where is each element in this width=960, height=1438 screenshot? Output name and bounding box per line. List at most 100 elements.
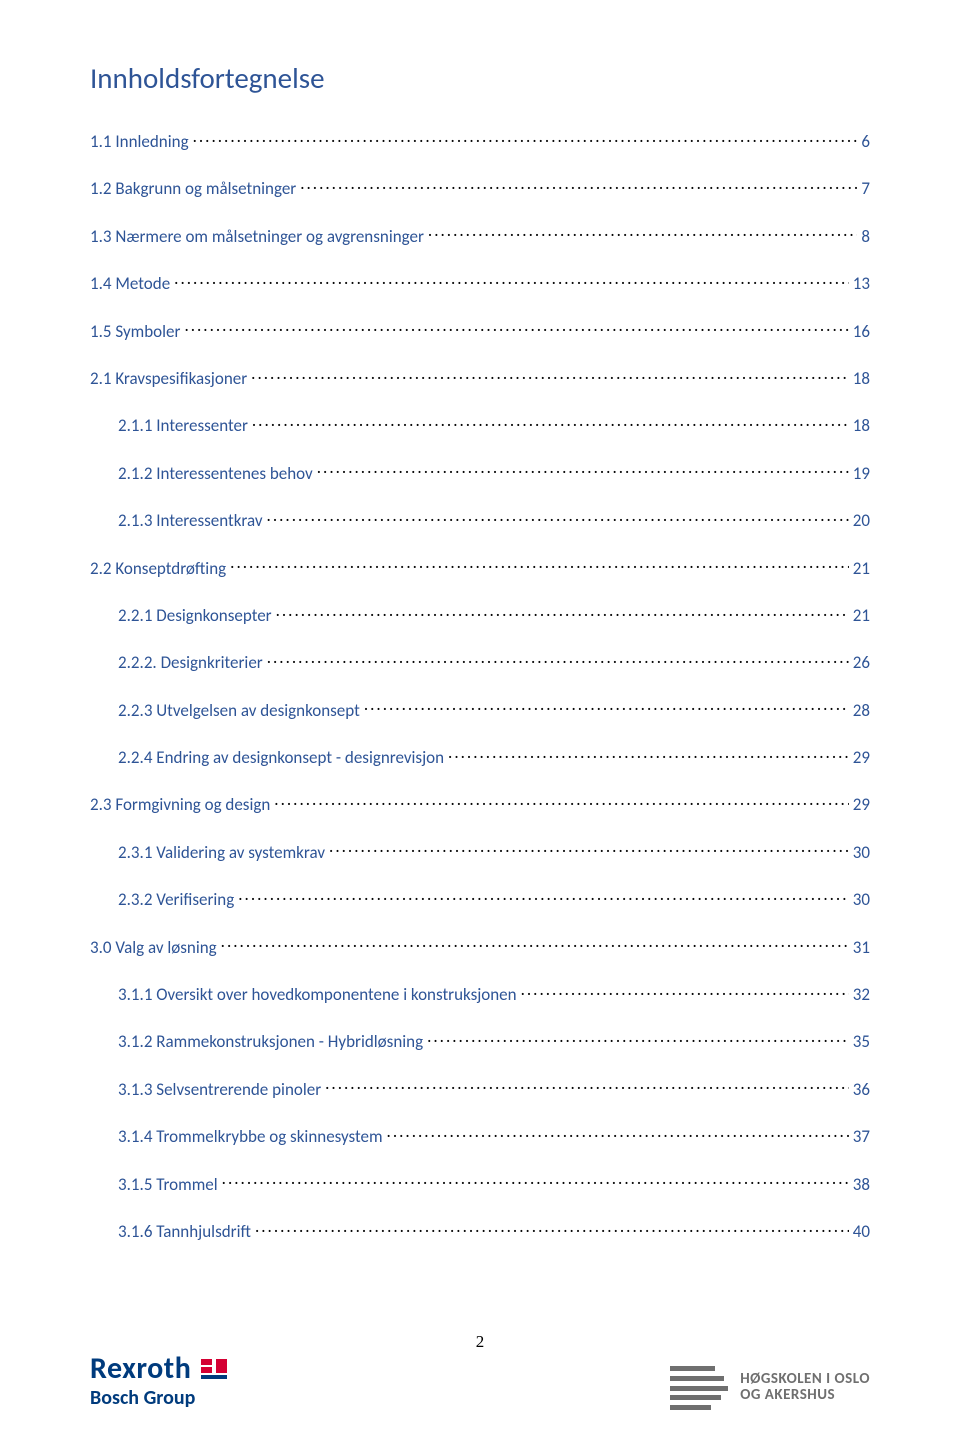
toc-leader	[364, 699, 849, 716]
toc-entry[interactable]: 1.2 Bakgrunn og målsetninger7	[90, 177, 870, 199]
toc-page: 19	[853, 464, 870, 484]
toc-label: 3.1.4 Trommelkrybbe og skinnesystem	[118, 1127, 383, 1147]
toc-leader	[193, 130, 858, 147]
toc-page: 8	[861, 227, 870, 247]
toc-label: 2.2 Konseptdrøfting	[90, 559, 226, 579]
hioa-line2: OG AKERSHUS	[740, 1388, 870, 1404]
toc-label: 2.3.1 Validering av systemkrav	[118, 843, 325, 863]
toc-leader	[448, 746, 849, 763]
toc-leader	[238, 888, 849, 905]
toc-label: 2.2.4 Endring av designkonsept - designr…	[118, 748, 444, 768]
toc-entry[interactable]: 2.3.2 Verifisering 30	[90, 888, 870, 910]
toc-leader	[427, 1030, 849, 1047]
toc-page: 37	[853, 1127, 870, 1147]
toc-page: 40	[853, 1222, 870, 1242]
toc-entry[interactable]: 2.2.3 Utvelgelsen av designkonsept28	[90, 699, 870, 721]
toc-entry[interactable]: 2.2.1 Designkonsepter21	[90, 604, 870, 626]
toc-label: 3.1.6 Tannhjulsdrift	[118, 1222, 251, 1242]
toc-entry[interactable]: 3.1.1 Oversikt over hovedkomponentene i …	[90, 983, 870, 1005]
toc-entry[interactable]: 2.3.1 Validering av systemkrav 30	[90, 841, 870, 863]
toc-leader	[252, 414, 849, 431]
rexroth-logo: Rexroth Bosch Group	[90, 1354, 231, 1410]
toc-label: 2.1.1 Interessenter	[118, 416, 248, 436]
toc-leader	[274, 793, 848, 810]
toc-page: 29	[853, 748, 870, 768]
toc-entry[interactable]: 2.1.1 Interessenter 18	[90, 414, 870, 436]
toc-entry[interactable]: 3.0 Valg av løsning 31	[90, 936, 870, 958]
bosch-group-text: Bosch Group	[90, 1386, 195, 1410]
toc-entry[interactable]: 2.3 Formgivning og design 29	[90, 793, 870, 815]
toc-entry[interactable]: 3.1.2 Rammekonstruksjonen - Hybridløsnin…	[90, 1030, 870, 1052]
toc-label: 2.3 Formgivning og design	[90, 795, 270, 815]
toc-leader	[325, 1078, 849, 1095]
toc-page: 21	[853, 559, 870, 579]
toc-label: 2.2.2. Designkriterier	[118, 653, 263, 673]
toc-entry[interactable]: 2.1 Kravspesifikasjoner18	[90, 367, 870, 389]
toc-page: 35	[853, 1032, 870, 1052]
toc-label: 1.5 Symboler	[90, 322, 180, 342]
toc-label: 2.1.2 Interessentenes behov	[118, 464, 313, 484]
toc-leader	[521, 983, 849, 1000]
table-of-contents: 1.1 Innledning6 1.2 Bakgrunn og målsetnin…	[90, 130, 870, 1242]
toc-entry[interactable]: 2.2 Konseptdrøfting 21	[90, 557, 870, 579]
toc-leader	[276, 604, 849, 621]
page-footer: Rexroth Bosch Group 2 HØGSKOLEN I OSLO O…	[0, 1330, 960, 1410]
toc-page: 18	[853, 416, 870, 436]
toc-leader	[267, 509, 849, 526]
toc-entry[interactable]: 3.1.4 Trommelkrybbe og skinnesystem 37	[90, 1125, 870, 1147]
toc-entry[interactable]: 3.1.5 Trommel 38	[90, 1173, 870, 1195]
toc-page: 36	[853, 1080, 870, 1100]
hioa-text: HØGSKOLEN I OSLO OG AKERSHUS	[740, 1372, 870, 1404]
toc-leader	[174, 272, 849, 289]
toc-page: 29	[853, 795, 870, 815]
toc-label: 3.1.1 Oversikt over hovedkomponentene i …	[118, 985, 517, 1005]
rexroth-wordmark: Rexroth	[90, 1354, 191, 1384]
toc-page: 38	[853, 1175, 870, 1195]
toc-leader	[317, 462, 849, 479]
toc-leader	[184, 320, 848, 337]
toc-leader	[329, 841, 849, 858]
toc-label: 2.3.2 Verifisering	[118, 890, 234, 910]
toc-page: 7	[861, 179, 870, 199]
toc-entry[interactable]: 1.4 Metode13	[90, 272, 870, 294]
toc-label: 3.1.3 Selvsentrerende pinoler	[118, 1080, 321, 1100]
toc-entry[interactable]: 1.5 Symboler 16	[90, 320, 870, 342]
toc-entry[interactable]: 2.2.2. Designkriterier 26	[90, 651, 870, 673]
toc-leader	[222, 1173, 849, 1190]
toc-page: 16	[853, 322, 870, 342]
toc-entry[interactable]: 2.1.2 Interessentenes behov 19	[90, 462, 870, 484]
page-title: Innholdsfortegnelse	[90, 60, 870, 96]
title-text: Innholdsfortegnelse	[90, 60, 325, 96]
toc-label: 2.1 Kravspesifikasjoner	[90, 369, 247, 389]
toc-entry[interactable]: 2.1.3 Interessentkrav20	[90, 509, 870, 531]
toc-leader	[387, 1125, 849, 1142]
toc-page: 20	[853, 511, 870, 531]
toc-page: 13	[853, 274, 870, 294]
toc-entry[interactable]: 1.3 Nærmere om målsetninger og avgrensni…	[90, 225, 870, 247]
toc-page: 31	[853, 938, 870, 958]
toc-leader	[221, 936, 849, 953]
toc-entry[interactable]: 2.2.4 Endring av designkonsept - designr…	[90, 746, 870, 768]
toc-page: 32	[853, 985, 870, 1005]
toc-leader	[251, 367, 849, 384]
toc-page: 21	[853, 606, 870, 626]
rexroth-mark-icon	[197, 1355, 231, 1383]
toc-label: 3.0 Valg av løsning	[90, 938, 217, 958]
toc-page: 30	[853, 843, 870, 863]
page-number: 2	[476, 1332, 485, 1352]
toc-page: 30	[853, 890, 870, 910]
toc-label: 3.1.5 Trommel	[118, 1175, 218, 1195]
toc-label: 1.1 Innledning	[90, 132, 189, 152]
toc-leader	[255, 1220, 849, 1237]
toc-entry[interactable]: 1.1 Innledning6	[90, 130, 870, 152]
hioa-stripes-icon	[670, 1366, 728, 1410]
toc-label: 1.3 Nærmere om målsetninger og avgrensni…	[90, 227, 424, 247]
toc-entry[interactable]: 3.1.3 Selvsentrerende pinoler 36	[90, 1078, 870, 1100]
toc-page: 28	[853, 701, 870, 721]
toc-leader	[267, 651, 849, 668]
toc-label: 3.1.2 Rammekonstruksjonen - Hybridløsnin…	[118, 1032, 423, 1052]
toc-page: 26	[853, 653, 870, 673]
toc-entry[interactable]: 3.1.6 Tannhjulsdrift 40	[90, 1220, 870, 1242]
hioa-logo: HØGSKOLEN I OSLO OG AKERSHUS	[670, 1366, 870, 1410]
toc-leader	[300, 177, 857, 194]
